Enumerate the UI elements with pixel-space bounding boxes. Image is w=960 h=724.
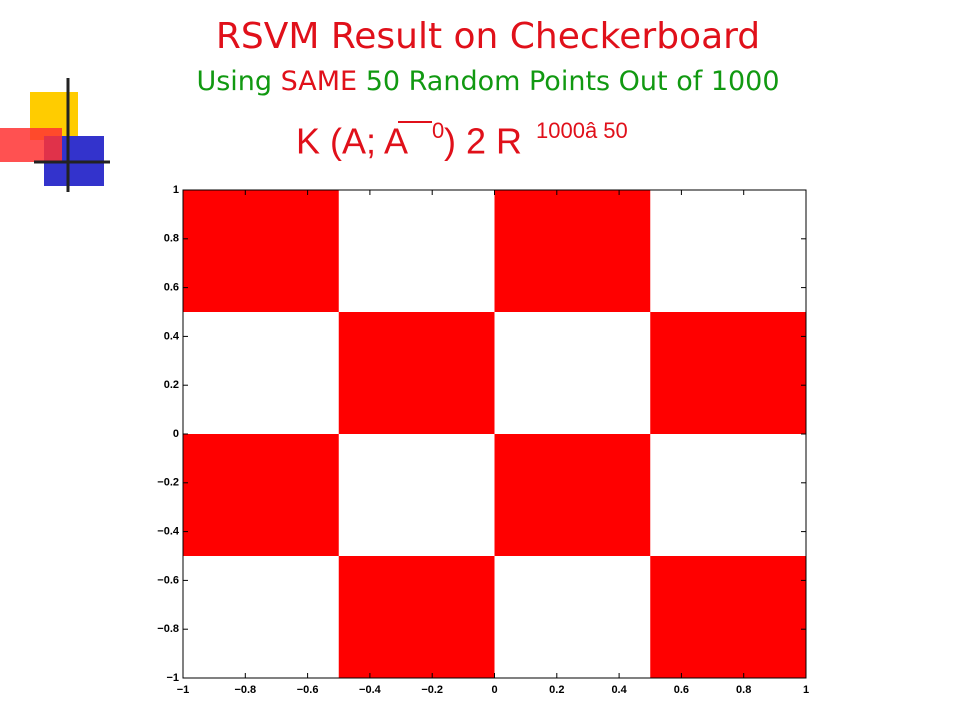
region bbox=[338, 556, 495, 678]
y-tick-label: 0.6 bbox=[164, 282, 179, 294]
region bbox=[183, 190, 339, 312]
formula-rest: ) 2 R bbox=[444, 121, 522, 162]
x-tick-label: −0.2 bbox=[421, 684, 443, 696]
logo bbox=[0, 78, 110, 192]
y-tick-label: 0.4 bbox=[164, 330, 180, 342]
x-tick-label: 0.2 bbox=[549, 684, 564, 696]
y-tick-label: −0.8 bbox=[157, 623, 179, 635]
y-tick-label: −0.2 bbox=[157, 477, 179, 489]
x-tick-label: −0.8 bbox=[234, 684, 256, 696]
y-tick-label: 1 bbox=[173, 184, 179, 196]
x-tick-label: 1 bbox=[803, 684, 809, 696]
formula-main: K (A; A bbox=[296, 121, 408, 162]
subtitle-part: Using bbox=[196, 66, 272, 97]
x-tick-label: −0.6 bbox=[297, 684, 319, 696]
title: RSVM Result on Checkerboard bbox=[216, 16, 760, 57]
subtitle-part: SAME bbox=[281, 66, 357, 97]
x-tick-label: 0.4 bbox=[611, 684, 627, 696]
region bbox=[183, 434, 339, 556]
y-tick-label: 0 bbox=[173, 428, 179, 440]
y-tick-label: 0.8 bbox=[164, 233, 179, 245]
x-tick-label: 0 bbox=[491, 684, 497, 696]
y-tick-label: −0.6 bbox=[157, 574, 179, 586]
y-tick-label: −0.4 bbox=[157, 526, 180, 538]
subtitle: Using SAME 50 Random Points Out of 1000 bbox=[196, 66, 779, 97]
plot: −1 −0.8 −0.6 −0.4 −0.2 0 0.2 0.4 0.6 0.8 1 −1 −0.8 −0… bbox=[157, 184, 809, 696]
formula-prime: 0 bbox=[432, 118, 444, 143]
y-tick-label: 0.2 bbox=[164, 379, 179, 391]
formula-sup: 1000â 50 bbox=[536, 118, 628, 143]
region bbox=[338, 312, 495, 434]
subtitle-part: 50 Random Points Out of 1000 bbox=[366, 66, 780, 97]
x-tick-label: −0.4 bbox=[359, 684, 382, 696]
x-tick-label: −1 bbox=[177, 684, 190, 696]
y-tick-label: −1 bbox=[166, 672, 179, 684]
x-tick-label: 0.8 bbox=[736, 684, 751, 696]
region bbox=[494, 434, 651, 556]
region bbox=[650, 556, 806, 678]
region bbox=[494, 190, 651, 312]
formula: K (A; A 0 ) 2 R 1000â 50 bbox=[296, 118, 628, 162]
region bbox=[650, 312, 806, 434]
x-tick-label: 0.6 bbox=[674, 684, 689, 696]
